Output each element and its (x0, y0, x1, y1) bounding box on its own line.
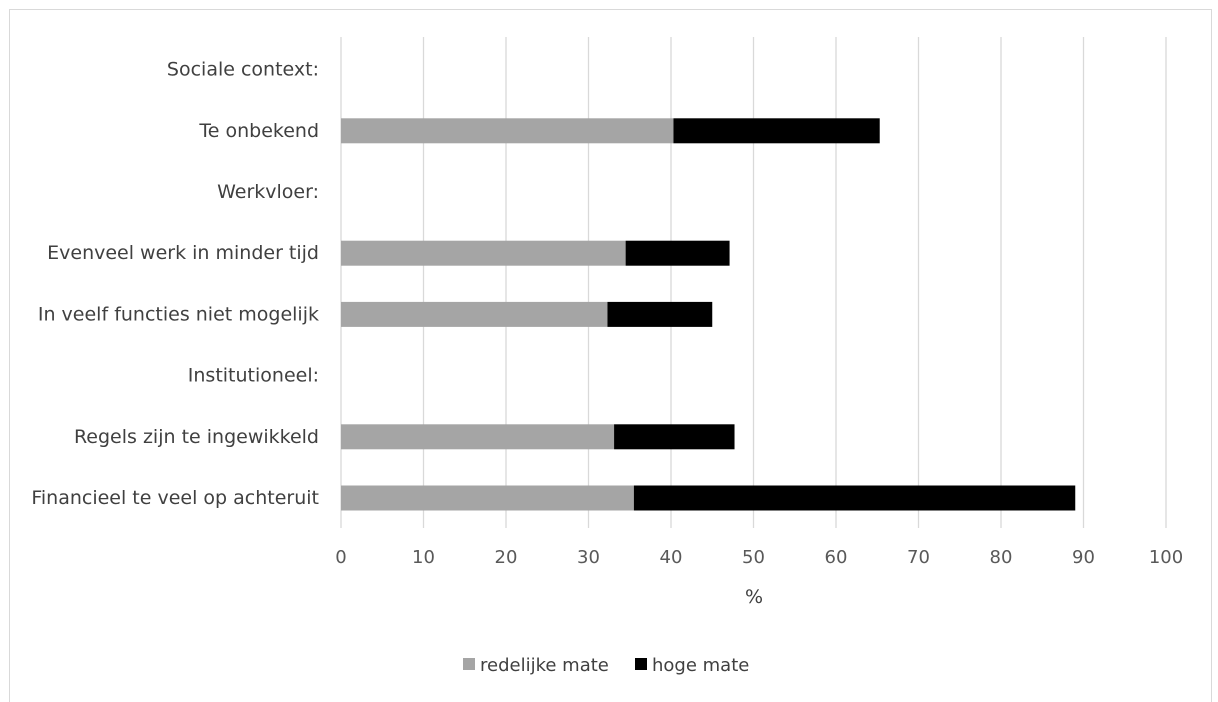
category-label: Institutioneel: (188, 365, 319, 387)
x-tick-label-0: 0 (335, 547, 346, 568)
gridlines (340, 37, 1167, 528)
category-label: Sociale context: (167, 59, 319, 81)
x-tick-label-40: 40 (660, 547, 683, 568)
category-label: Evenveel werk in minder tijd (47, 242, 319, 264)
bar-segment-hoge-mate (614, 424, 735, 450)
x-tick-label-80: 80 (990, 547, 1013, 568)
bar-segment-redelijke-mate (341, 240, 626, 266)
x-tick-label-50: 50 (742, 547, 765, 568)
bar-segment-hoge-mate (633, 485, 1076, 511)
category-label: Financieel te veel op achteruit (31, 487, 319, 509)
legend-label: hoge mate (652, 655, 749, 676)
bar-segment-hoge-mate (673, 118, 880, 144)
bars (341, 118, 1076, 511)
category-label: Werkvloer: (217, 181, 319, 203)
x-tick-label-90: 90 (1072, 547, 1095, 568)
category-label: Te onbekend (198, 120, 319, 142)
category-label: In veelf functies niet mogelijk (38, 303, 319, 325)
bar-segment-redelijke-mate (341, 118, 674, 144)
x-tick-label-70: 70 (907, 547, 930, 568)
chart-frame (9, 9, 1212, 702)
category-label: Regels zijn te ingewikkeld (74, 426, 319, 448)
bar-segment-redelijke-mate (341, 424, 615, 450)
x-tick-label-60: 60 (825, 547, 848, 568)
bar-segment-hoge-mate (625, 240, 730, 266)
legend-label: redelijke mate (480, 655, 609, 676)
bar-segment-redelijke-mate (341, 301, 608, 327)
x-tick-labels: 0 10 20 30 40 50 60 70 80 90 100 (335, 547, 1183, 568)
x-tick-label-30: 30 (577, 547, 600, 568)
x-tick-label-100: 100 (1149, 547, 1183, 568)
category-labels: Sociale context: Te onbekend Werkvloer: Eve… (31, 59, 319, 509)
bar-segment-redelijke-mate (341, 485, 634, 511)
legend-swatch (463, 658, 475, 670)
x-tick-label-20: 20 (495, 547, 518, 568)
legend-swatch (635, 658, 647, 670)
bar-segment-hoge-mate (607, 301, 713, 327)
x-axis-title: % (745, 586, 763, 608)
x-tick-label-10: 10 (412, 547, 435, 568)
legend: redelijke mate hoge mate (463, 655, 749, 676)
